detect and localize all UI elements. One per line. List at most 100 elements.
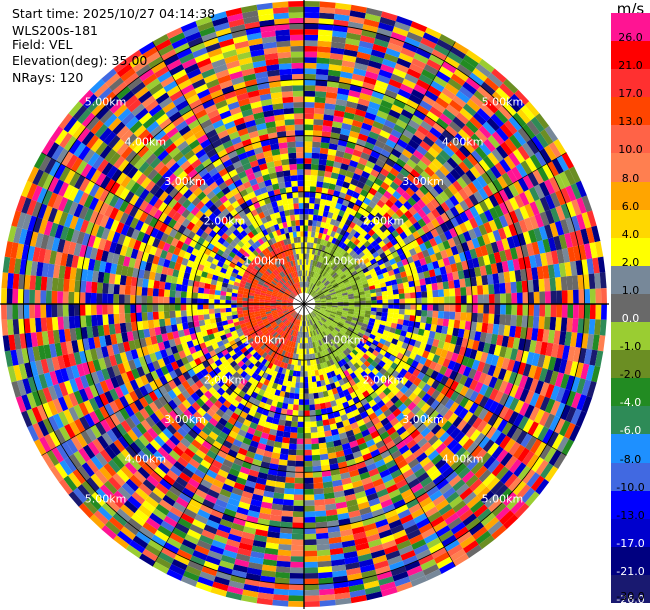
gate-cell (403, 228, 413, 237)
gate-cell (447, 412, 459, 425)
gate-cell (203, 288, 210, 294)
gate-cell (454, 149, 467, 162)
gate-cell (415, 47, 432, 59)
gate-cell (512, 360, 521, 374)
gate-cell (491, 502, 507, 517)
gate-cell (482, 233, 491, 245)
gate-cell (225, 307, 232, 313)
gate-cell (378, 324, 386, 330)
gate-cell (330, 323, 336, 329)
gate-cell (340, 71, 353, 79)
gate-cell (398, 265, 406, 273)
gate-cell (409, 248, 417, 257)
gate-cell (531, 241, 540, 255)
gate-cell (382, 308, 389, 313)
gate-cell (493, 378, 504, 391)
gate-cell (329, 242, 335, 249)
gate-cell (417, 437, 428, 448)
gate-cell (304, 573, 319, 579)
gate-cell (289, 584, 304, 591)
gate-cell (478, 187, 489, 201)
gate-cell (326, 301, 332, 303)
gate-cell (479, 212, 489, 225)
gate-cell (399, 167, 410, 178)
gate-cell (308, 282, 311, 288)
gate-cell (347, 337, 354, 343)
gate-cell (529, 438, 543, 454)
gate-cell (169, 304, 176, 311)
gate-cell (428, 269, 436, 278)
gate-cell (455, 295, 462, 304)
gate-cell (388, 304, 394, 309)
gate-cell (389, 167, 400, 177)
gate-cell (344, 146, 355, 155)
gate-cell (197, 309, 204, 316)
gate-cell (488, 498, 503, 513)
gate-cell (354, 276, 361, 282)
gate-cell (501, 421, 513, 436)
gate-cell (396, 57, 412, 69)
gate-cell (45, 290, 52, 304)
gate-cell (442, 318, 450, 327)
gate-cell (335, 325, 342, 331)
gate-cell (414, 129, 426, 141)
gate-cell (191, 292, 198, 299)
gate-cell (450, 73, 466, 87)
gate-cell (435, 96, 450, 109)
gate-cell (452, 180, 463, 192)
gate-cell (337, 360, 344, 368)
gate-cell (333, 319, 339, 324)
gate-cell (68, 316, 76, 329)
gate-cell (427, 177, 438, 188)
gate-cell (339, 285, 346, 290)
gate-cell (424, 431, 435, 442)
gate-cell (287, 403, 294, 410)
gate-cell (330, 331, 336, 338)
gate-cell (317, 256, 323, 263)
gate-cell (412, 221, 422, 231)
gate-cell (323, 330, 329, 336)
gate-cell (304, 163, 312, 170)
gate-cell (382, 295, 389, 300)
gate-cell (374, 265, 381, 272)
gate-cell (304, 438, 312, 445)
gate-cell (96, 293, 103, 304)
gate-cell (323, 176, 331, 184)
gate-cell (315, 273, 320, 279)
gate-cell (561, 152, 574, 169)
gate-cell (68, 291, 75, 304)
gate-cell (571, 199, 582, 216)
gate-cell (147, 279, 155, 289)
gate-cell (411, 405, 421, 416)
gate-cell (146, 304, 153, 313)
gate-cell (376, 295, 383, 301)
gate-cell (437, 258, 445, 268)
gate-cell (169, 289, 176, 298)
gate-cell (339, 256, 346, 263)
gate-cell (330, 201, 337, 208)
gate-cell (424, 90, 439, 102)
gate-cell (492, 273, 500, 285)
gate-cell (537, 240, 546, 254)
gate-cell (449, 380, 459, 391)
gate-cell (448, 319, 455, 328)
gate-cell (327, 326, 334, 332)
gate-cell (575, 362, 584, 379)
gate-cell (374, 283, 381, 289)
gate-cell (333, 13, 350, 22)
gate-cell (376, 291, 383, 297)
gate-cell (438, 529, 454, 543)
gate-cell (375, 440, 386, 449)
gate-cell (508, 411, 519, 425)
gate-cell (312, 460, 321, 467)
gate-cell (345, 339, 352, 346)
gate-cell (314, 403, 321, 410)
gate-cell (460, 312, 467, 321)
gate-cell (323, 336, 329, 343)
gate-cell (534, 151, 547, 167)
gate-cell (396, 277, 403, 285)
gate-cell (321, 245, 327, 252)
gate-cell (499, 510, 515, 525)
gate-cell (400, 330, 407, 337)
gate-cell (469, 217, 479, 229)
